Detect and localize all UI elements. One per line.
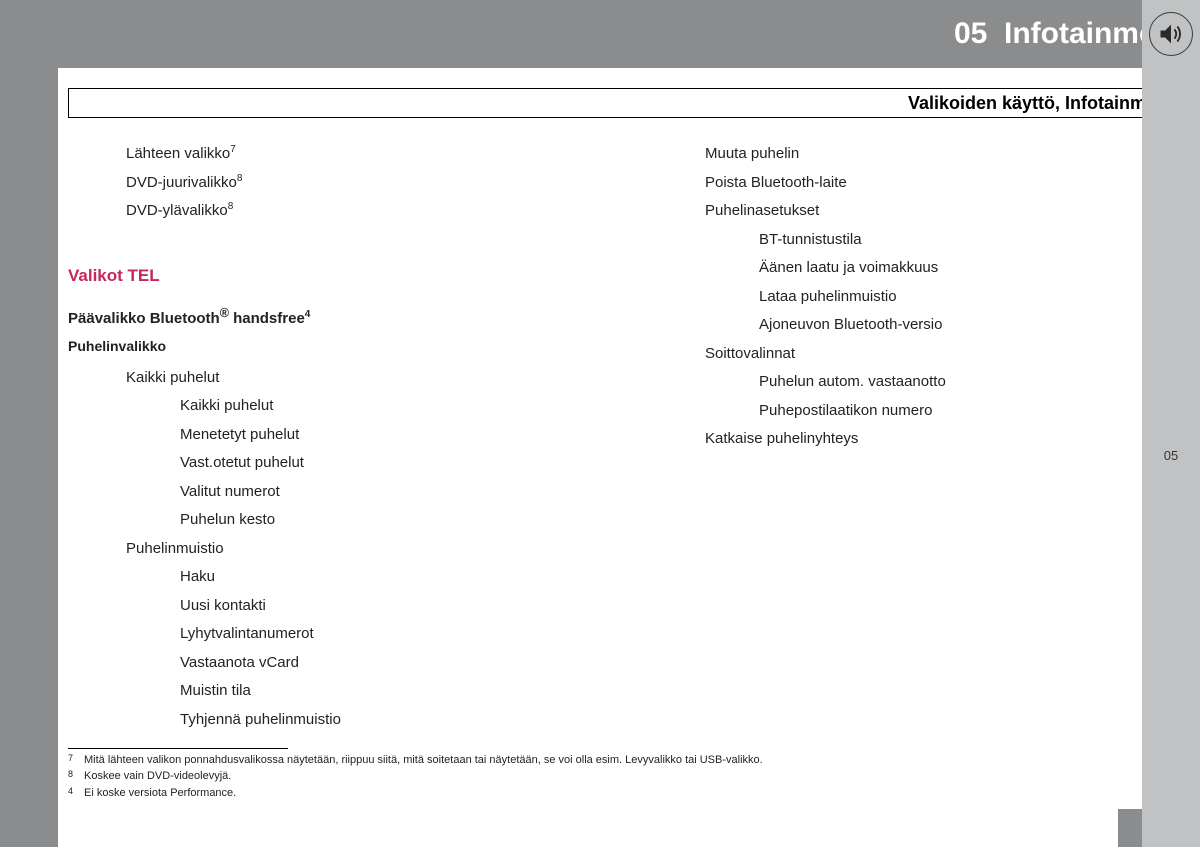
menu-item: Uusi kontakti <box>68 592 607 621</box>
menu-item: Puhelinasetukset <box>647 197 1186 226</box>
menu-item: Lyhytvalintanumerot <box>68 620 607 649</box>
footnotes: 7Mitä lähteen valikon ponnahdusvalikossa… <box>68 752 1186 802</box>
submenu-label: Puhelinvalikko <box>68 333 607 360</box>
footnote: 4Ei koske versiota Performance. <box>68 785 1186 802</box>
main-menu-label: Päävalikko Bluetooth® handsfree4 <box>68 302 607 334</box>
menu-item: Puhelinmuistio <box>68 535 607 564</box>
menu-item: Kaikki puhelut <box>68 364 607 393</box>
menu-item: Katkaise puhelinyhteys <box>647 425 1186 454</box>
chapter-tab: 05 <box>1142 440 1200 510</box>
menu-item: Haku <box>68 563 607 592</box>
menu-item: BT-tunnistustila <box>647 226 1186 255</box>
column-right: Muuta puhelin Poista Bluetooth-laite Puh… <box>647 140 1186 734</box>
menu-item: Kaikki puhelut <box>68 392 607 421</box>
menu-item: Menetetyt puhelut <box>68 421 607 450</box>
menu-item: Lähteen valikko7 <box>68 140 607 169</box>
menu-item: Vastaanota vCard <box>68 649 607 678</box>
menu-item: Ajoneuvon Bluetooth-versio <box>647 311 1186 340</box>
speaker-icon <box>1149 12 1193 56</box>
menu-item: Tyhjennä puhelinmuistio <box>68 706 607 735</box>
menu-item: Poista Bluetooth-laite <box>647 169 1186 198</box>
content-columns: Lähteen valikko7 DVD-juurivalikko8 DVD-y… <box>68 140 1186 734</box>
footnote: 8Koskee vain DVD-videolevyjä. <box>68 768 1186 785</box>
footnote-rule <box>68 748 288 749</box>
menu-item: Muistin tila <box>68 677 607 706</box>
section-title: Valikoiden käyttö, Infotainment <box>908 93 1173 114</box>
menu-item: Lataa puhelinmuistio <box>647 283 1186 312</box>
menu-item: Puhelun kesto <box>68 506 607 535</box>
section-title-bar: Valikoiden käyttö, Infotainment <box>68 88 1186 118</box>
right-sidebar: 05 <box>1142 0 1200 847</box>
menu-item: Vast.otetut puhelut <box>68 449 607 478</box>
menu-item: Puhepostilaatikon numero <box>647 397 1186 426</box>
menu-item: Puhelun autom. vastaanotto <box>647 368 1186 397</box>
menu-item: DVD-ylävalikko8 <box>68 197 607 226</box>
manual-page: 05 Infotainment Valikoiden käyttö, Infot… <box>58 0 1200 847</box>
column-left: Lähteen valikko7 DVD-juurivalikko8 DVD-y… <box>68 140 607 734</box>
menu-item: Soittovalinnat <box>647 340 1186 369</box>
menu-item: Äänen laatu ja voimakkuus <box>647 254 1186 283</box>
footnote: 7Mitä lähteen valikon ponnahdusvalikossa… <box>68 752 1186 769</box>
menu-item: Muuta puhelin <box>647 140 1186 169</box>
menu-item: Valitut numerot <box>68 478 607 507</box>
chapter-header: 05 Infotainment <box>58 0 1200 68</box>
section-heading-tel: Valikot TEL <box>68 260 607 292</box>
menu-item: DVD-juurivalikko8 <box>68 169 607 198</box>
